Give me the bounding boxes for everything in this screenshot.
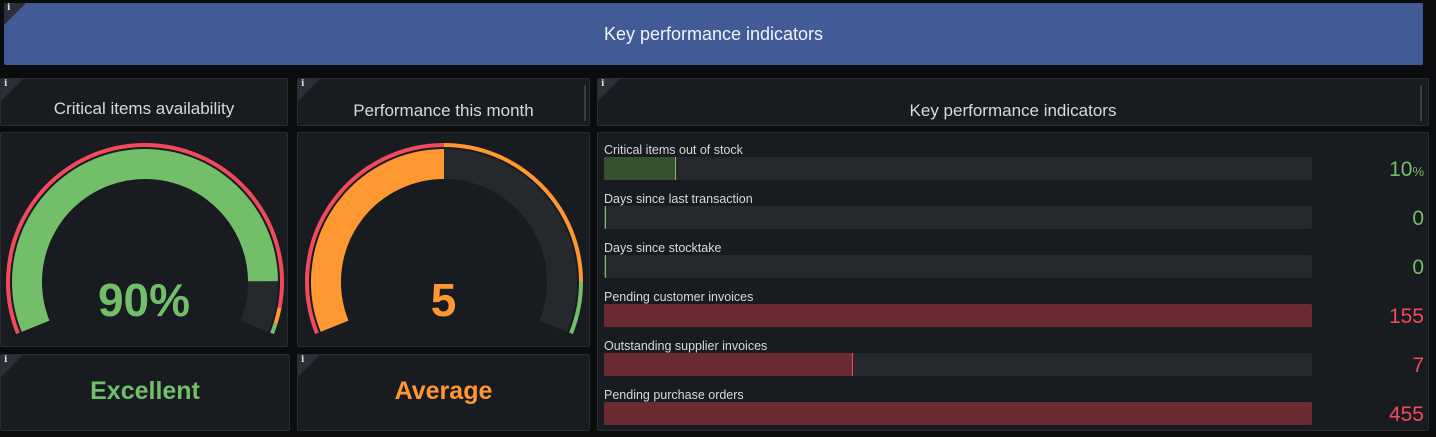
gauge-value-arc [311, 149, 445, 332]
panel-title: Key performance indicators [909, 101, 1117, 120]
gauge-threshold-top [270, 322, 278, 335]
panel-title: Critical items availability [53, 99, 235, 118]
kpi-row: Outstanding supplier invoices 7 [604, 339, 1424, 379]
kpi-bar-fill [604, 255, 606, 278]
kpi-value: 455 [1314, 402, 1424, 429]
kpi-value: 0 [1314, 255, 1424, 282]
info-icon[interactable]: i [301, 79, 305, 89]
info-corner[interactable] [1, 79, 23, 101]
gauge-value: 90% [97, 274, 191, 326]
panel-title: Performance this month [353, 101, 534, 120]
performance-status-panel: i Average [297, 354, 590, 431]
kpi-label: Pending purchase orders [604, 388, 744, 402]
gauge-threshold-low [6, 142, 284, 335]
info-icon[interactable]: i [601, 79, 605, 89]
kpi-value-number: 0 [1412, 207, 1424, 230]
info-corner[interactable] [598, 79, 620, 101]
panel-scrollbar[interactable] [1420, 85, 1422, 121]
gauge-threshold-mid [443, 143, 583, 282]
kpi-bar-track [604, 402, 1312, 425]
kpi-value: 10% [1314, 157, 1424, 184]
panel-scrollbar[interactable] [584, 85, 586, 121]
kpi-bar-fill [604, 157, 676, 180]
kpi-value-number: 10 [1389, 158, 1413, 181]
kpi-row: Critical items out of stock 10% [604, 143, 1424, 183]
info-icon[interactable]: i [4, 355, 8, 365]
kpi-bar-fill [604, 402, 1312, 425]
kpi-row: Days since last transaction 0 [604, 192, 1424, 232]
performance-status: Average [394, 377, 493, 405]
kpi-value-number: 7 [1412, 354, 1424, 377]
kpi-value: 0 [1314, 206, 1424, 233]
kpi-bar-track [604, 353, 1312, 376]
info-icon[interactable]: i [301, 355, 305, 365]
header-title: Key performance indicators [603, 23, 824, 44]
kpi-label: Pending customer invoices [604, 290, 754, 304]
kpi-value: 155 [1314, 304, 1424, 331]
kpi-bar-track [604, 255, 1312, 278]
availability-title-panel: i Critical items availability [0, 78, 288, 126]
kpi-value-number: 155 [1388, 305, 1424, 328]
dashboard-header: i Key performance indicators [4, 3, 1423, 65]
availability-gauge [6, 142, 284, 335]
kpi-bar-fill [604, 304, 1312, 327]
info-icon[interactable]: i [7, 3, 11, 13]
kpi-label: Critical items out of stock [604, 143, 743, 157]
kpi-label: Days since stocktake [604, 241, 722, 255]
kpi-value-unit: % [1412, 164, 1424, 179]
info-icon[interactable]: i [4, 79, 8, 89]
info-corner[interactable] [298, 355, 320, 377]
kpi-value-number: 455 [1388, 403, 1424, 426]
gauge-threshold-high [273, 307, 282, 324]
info-corner[interactable] [1, 355, 23, 377]
performance-gauge [305, 143, 584, 335]
info-corner[interactable] [4, 3, 26, 25]
gauge-threshold-top [569, 281, 584, 335]
gauge-value: 5 [430, 274, 457, 326]
performance-title-panel: i Performance this month [297, 78, 590, 126]
kpi-bar-fill [604, 353, 853, 376]
kpi-bar-track [604, 157, 1312, 180]
gauge-value-arc [12, 149, 278, 332]
kpi-row: Pending purchase orders 455 [604, 388, 1424, 428]
kpi-title-panel: i Key performance indicators [597, 78, 1429, 126]
kpi-bars-panel: Critical items out of stock 10% Days since… [597, 132, 1429, 431]
kpi-bar-fill [604, 206, 606, 229]
kpi-row: Days since stocktake 0 [604, 241, 1424, 281]
gauge-threshold-low [305, 143, 445, 335]
kpi-bar-track [604, 304, 1312, 327]
kpi-row: Pending customer invoices 155 [604, 290, 1424, 330]
performance-gauge-panel: 5 [297, 132, 590, 347]
kpi-label: Days since last transaction [604, 192, 753, 206]
kpi-value: 7 [1314, 353, 1424, 380]
info-corner[interactable] [298, 79, 320, 101]
kpi-label: Outstanding supplier invoices [604, 339, 768, 353]
kpi-bar-track [604, 206, 1312, 229]
kpi-value-number: 0 [1412, 256, 1424, 279]
availability-gauge-panel: 90% [0, 132, 288, 347]
availability-status: Excellent [90, 377, 200, 405]
availability-status-panel: i Excellent [0, 354, 290, 431]
